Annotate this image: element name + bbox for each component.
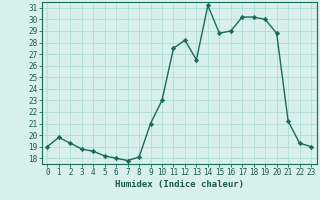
X-axis label: Humidex (Indice chaleur): Humidex (Indice chaleur) xyxy=(115,180,244,189)
